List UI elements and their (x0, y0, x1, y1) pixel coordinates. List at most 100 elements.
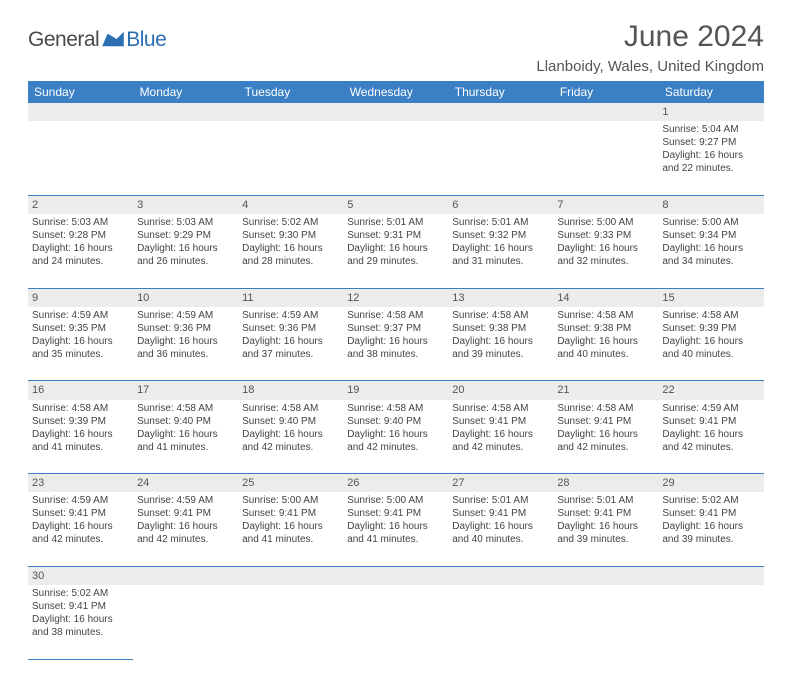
day-header: Wednesday (343, 81, 448, 103)
day-cell: Sunrise: 4:59 AMSunset: 9:41 PMDaylight:… (133, 492, 238, 566)
day-cell-content: Sunrise: 4:59 AMSunset: 9:41 PMDaylight:… (32, 494, 129, 546)
day-cell: Sunrise: 5:02 AMSunset: 9:41 PMDaylight:… (658, 492, 763, 566)
day-cell: Sunrise: 4:58 AMSunset: 9:40 PMDaylight:… (343, 400, 448, 474)
day-number-cell (448, 566, 553, 585)
day-cell (553, 121, 658, 195)
day-number-cell: 23 (28, 474, 133, 493)
day-number-cell: 17 (133, 381, 238, 400)
day-cell-content: Sunrise: 5:03 AMSunset: 9:29 PMDaylight:… (137, 216, 234, 268)
day-cell-content: Sunrise: 5:02 AMSunset: 9:41 PMDaylight:… (662, 494, 759, 546)
calendar-table: SundayMondayTuesdayWednesdayThursdayFrid… (28, 81, 764, 660)
day-number-cell: 14 (553, 288, 658, 307)
day-cell-content: Sunrise: 4:59 AMSunset: 9:36 PMDaylight:… (137, 309, 234, 361)
day-cell (133, 585, 238, 659)
day-cell (658, 585, 763, 659)
day-cell-content: Sunrise: 5:00 AMSunset: 9:41 PMDaylight:… (347, 494, 444, 546)
day-cell: Sunrise: 5:01 AMSunset: 9:41 PMDaylight:… (553, 492, 658, 566)
day-cell-content: Sunrise: 4:59 AMSunset: 9:41 PMDaylight:… (662, 402, 759, 454)
day-cell-content: Sunrise: 4:58 AMSunset: 9:40 PMDaylight:… (137, 402, 234, 454)
day-cell-content: Sunrise: 5:01 AMSunset: 9:41 PMDaylight:… (452, 494, 549, 546)
day-header: Friday (553, 81, 658, 103)
day-number-cell: 22 (658, 381, 763, 400)
day-number-cell: 11 (238, 288, 343, 307)
header: General Blue June 2024 Llanboidy, Wales,… (28, 20, 764, 75)
day-cell: Sunrise: 4:59 AMSunset: 9:36 PMDaylight:… (133, 307, 238, 381)
week-row: Sunrise: 5:03 AMSunset: 9:28 PMDaylight:… (28, 214, 764, 288)
day-number-cell: 15 (658, 288, 763, 307)
week-row: Sunrise: 4:58 AMSunset: 9:39 PMDaylight:… (28, 400, 764, 474)
day-number-row: 16171819202122 (28, 381, 764, 400)
day-cell-content: Sunrise: 4:59 AMSunset: 9:35 PMDaylight:… (32, 309, 129, 361)
day-number-cell (553, 103, 658, 121)
day-cell-content: Sunrise: 4:58 AMSunset: 9:39 PMDaylight:… (32, 402, 129, 454)
day-cell (343, 121, 448, 195)
day-cell-content: Sunrise: 4:58 AMSunset: 9:39 PMDaylight:… (662, 309, 759, 361)
day-cell: Sunrise: 4:58 AMSunset: 9:41 PMDaylight:… (553, 400, 658, 474)
day-number-cell (553, 566, 658, 585)
day-number-cell: 5 (343, 195, 448, 214)
day-cell-content: Sunrise: 4:58 AMSunset: 9:41 PMDaylight:… (452, 402, 549, 454)
day-header: Saturday (658, 81, 763, 103)
day-number-cell: 24 (133, 474, 238, 493)
day-number-cell: 29 (658, 474, 763, 493)
month-title: June 2024 (536, 20, 764, 54)
day-number-cell: 9 (28, 288, 133, 307)
day-cell (238, 585, 343, 659)
day-cell-content: Sunrise: 4:58 AMSunset: 9:40 PMDaylight:… (347, 402, 444, 454)
day-number-cell (238, 566, 343, 585)
day-number-cell: 13 (448, 288, 553, 307)
day-header: Sunday (28, 81, 133, 103)
day-cell: Sunrise: 5:03 AMSunset: 9:28 PMDaylight:… (28, 214, 133, 288)
logo-text-general: General (28, 28, 99, 52)
calendar-page: General Blue June 2024 Llanboidy, Wales,… (0, 0, 792, 680)
day-header: Monday (133, 81, 238, 103)
day-number-cell: 6 (448, 195, 553, 214)
day-number-cell: 12 (343, 288, 448, 307)
day-cell-content: Sunrise: 5:01 AMSunset: 9:32 PMDaylight:… (452, 216, 549, 268)
day-cell-content: Sunrise: 4:58 AMSunset: 9:37 PMDaylight:… (347, 309, 444, 361)
day-cell: Sunrise: 5:00 AMSunset: 9:41 PMDaylight:… (343, 492, 448, 566)
day-number-cell (238, 103, 343, 121)
day-cell-content: Sunrise: 5:02 AMSunset: 9:41 PMDaylight:… (32, 587, 129, 639)
day-number-cell (28, 103, 133, 121)
day-number-cell: 28 (553, 474, 658, 493)
day-number-cell: 1 (658, 103, 763, 121)
day-cell: Sunrise: 5:02 AMSunset: 9:30 PMDaylight:… (238, 214, 343, 288)
day-number-cell (133, 103, 238, 121)
day-number-cell (658, 566, 763, 585)
day-cell: Sunrise: 4:58 AMSunset: 9:37 PMDaylight:… (343, 307, 448, 381)
day-cell: Sunrise: 5:00 AMSunset: 9:34 PMDaylight:… (658, 214, 763, 288)
day-cell: Sunrise: 4:59 AMSunset: 9:36 PMDaylight:… (238, 307, 343, 381)
day-cell: Sunrise: 5:04 AMSunset: 9:27 PMDaylight:… (658, 121, 763, 195)
logo-flag-icon (102, 30, 124, 48)
day-cell: Sunrise: 5:02 AMSunset: 9:41 PMDaylight:… (28, 585, 133, 659)
day-cell (553, 585, 658, 659)
day-number-cell: 18 (238, 381, 343, 400)
day-cell: Sunrise: 5:00 AMSunset: 9:33 PMDaylight:… (553, 214, 658, 288)
day-number-cell: 21 (553, 381, 658, 400)
day-cell: Sunrise: 5:01 AMSunset: 9:32 PMDaylight:… (448, 214, 553, 288)
day-cell: Sunrise: 5:01 AMSunset: 9:41 PMDaylight:… (448, 492, 553, 566)
day-cell: Sunrise: 4:58 AMSunset: 9:39 PMDaylight:… (658, 307, 763, 381)
day-cell: Sunrise: 4:58 AMSunset: 9:39 PMDaylight:… (28, 400, 133, 474)
location-text: Llanboidy, Wales, United Kingdom (536, 58, 764, 75)
day-number-row: 30 (28, 566, 764, 585)
day-cell-content: Sunrise: 5:00 AMSunset: 9:33 PMDaylight:… (557, 216, 654, 268)
day-number-cell (448, 103, 553, 121)
day-cell-content: Sunrise: 4:58 AMSunset: 9:40 PMDaylight:… (242, 402, 339, 454)
day-cell-content: Sunrise: 5:01 AMSunset: 9:41 PMDaylight:… (557, 494, 654, 546)
week-row: Sunrise: 5:04 AMSunset: 9:27 PMDaylight:… (28, 121, 764, 195)
day-cell: Sunrise: 4:59 AMSunset: 9:35 PMDaylight:… (28, 307, 133, 381)
week-row: Sunrise: 4:59 AMSunset: 9:41 PMDaylight:… (28, 492, 764, 566)
title-block: June 2024 Llanboidy, Wales, United Kingd… (536, 20, 764, 75)
week-row: Sunrise: 5:02 AMSunset: 9:41 PMDaylight:… (28, 585, 764, 659)
day-cell-content: Sunrise: 5:00 AMSunset: 9:34 PMDaylight:… (662, 216, 759, 268)
day-number-cell (343, 103, 448, 121)
day-cell-content: Sunrise: 4:58 AMSunset: 9:38 PMDaylight:… (452, 309, 549, 361)
day-cell-content: Sunrise: 5:04 AMSunset: 9:27 PMDaylight:… (662, 123, 759, 175)
day-number-cell: 30 (28, 566, 133, 585)
day-number-cell (133, 566, 238, 585)
day-cell-content: Sunrise: 5:02 AMSunset: 9:30 PMDaylight:… (242, 216, 339, 268)
day-cell (238, 121, 343, 195)
day-cell-content: Sunrise: 5:03 AMSunset: 9:28 PMDaylight:… (32, 216, 129, 268)
